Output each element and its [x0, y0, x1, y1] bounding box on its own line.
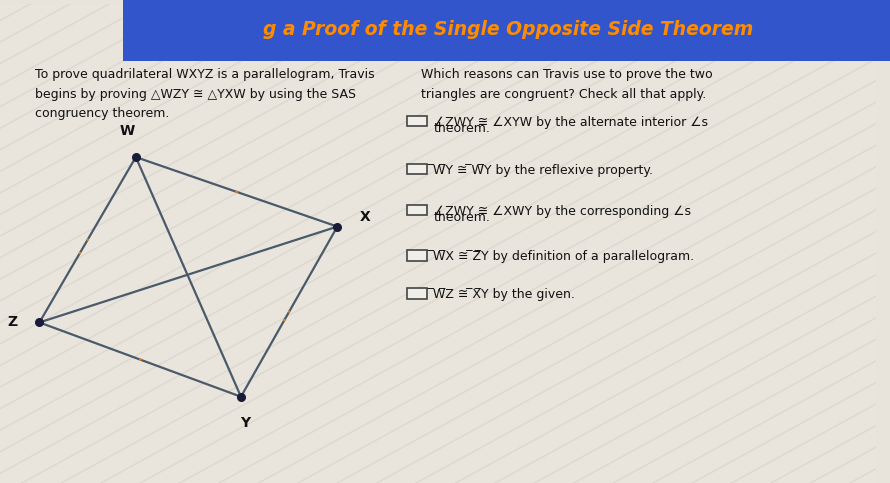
Text: g a Proof of the Single Opposite Side Theorem: g a Proof of the Single Opposite Side Th… [263, 20, 753, 39]
Text: Which reasons can Travis use to prove the two: Which reasons can Travis use to prove th… [421, 69, 712, 82]
Bar [408, 204, 426, 215]
Text: To prove quadrilateral WXYZ is a parallelogram, Travis: To prove quadrilateral WXYZ is a paralle… [35, 69, 375, 82]
Text: Y: Y [240, 416, 250, 430]
Bar [408, 116, 426, 127]
Text: W: W [119, 124, 134, 138]
Text: theorem.: theorem. [433, 211, 490, 224]
Text: congruency theorem.: congruency theorem. [35, 107, 169, 120]
Text: ∠ZWY ≅ ∠XWY by the corresponding ∠s: ∠ZWY ≅ ∠XWY by the corresponding ∠s [433, 204, 691, 217]
Text: begins by proving △WZY ≅ △YXW by using the SAS: begins by proving △WZY ≅ △YXW by using t… [35, 87, 356, 100]
Text: triangles are congruent? Check all that apply.: triangles are congruent? Check all that … [421, 87, 706, 100]
Bar [123, 0, 890, 61]
Bar [408, 164, 426, 174]
Text: ̅W̅Z ≅ ̅X̅Y by the given.: ̅W̅Z ≅ ̅X̅Y by the given. [433, 288, 576, 301]
Bar [408, 250, 426, 261]
Text: ∠ZWY ≅ ∠XYW by the alternate interior ∠s: ∠ZWY ≅ ∠XYW by the alternate interior ∠s [433, 116, 708, 129]
Bar [408, 288, 426, 299]
Text: ̅W̅Y ≅ ̅W̅Y by the reflexive property.: ̅W̅Y ≅ ̅W̅Y by the reflexive property. [433, 164, 654, 177]
Text: ̅W̅X ≅ ̅Z̅Y by definition of a parallelogram.: ̅W̅X ≅ ̅Z̅Y by definition of a parallelo… [433, 250, 695, 263]
Text: Z: Z [7, 315, 18, 329]
Text: X: X [360, 210, 370, 224]
Text: theorem.: theorem. [433, 122, 490, 135]
